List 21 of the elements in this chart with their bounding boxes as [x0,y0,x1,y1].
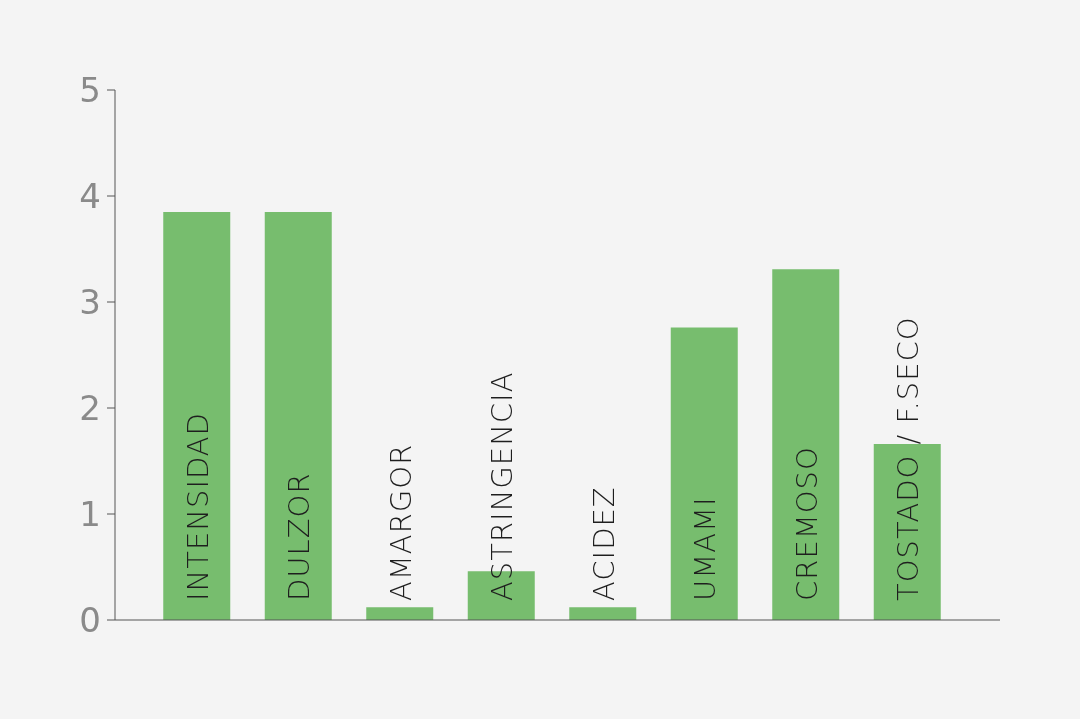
x-tick-label: DULZOR [282,472,317,601]
bar [163,211,231,620]
x-tick-label: ACIDEZ [586,486,621,601]
x-tick-label: CREMOSO [789,446,824,601]
x-tick-label: UMAMI [688,496,723,601]
y-tick-label: 2 [79,388,101,429]
y-tick-label: 4 [79,176,101,217]
x-tick-label: TOSTADO / F.SECO [891,316,926,601]
x-tick-label: INTENSIDAD [180,412,215,601]
y-tick-label: 1 [79,494,101,535]
bar [366,607,434,620]
bar [264,211,332,620]
y-tick-label: 3 [79,282,101,323]
bar [873,444,941,620]
bar [772,269,840,620]
bar [670,327,738,620]
bar [569,607,637,620]
y-tick-label: 5 [79,70,101,111]
x-tick-label: ASTRINGENCIA [485,371,520,601]
x-tick-label: AMARGOR [383,443,418,601]
y-tick-label: 0 [79,600,101,641]
